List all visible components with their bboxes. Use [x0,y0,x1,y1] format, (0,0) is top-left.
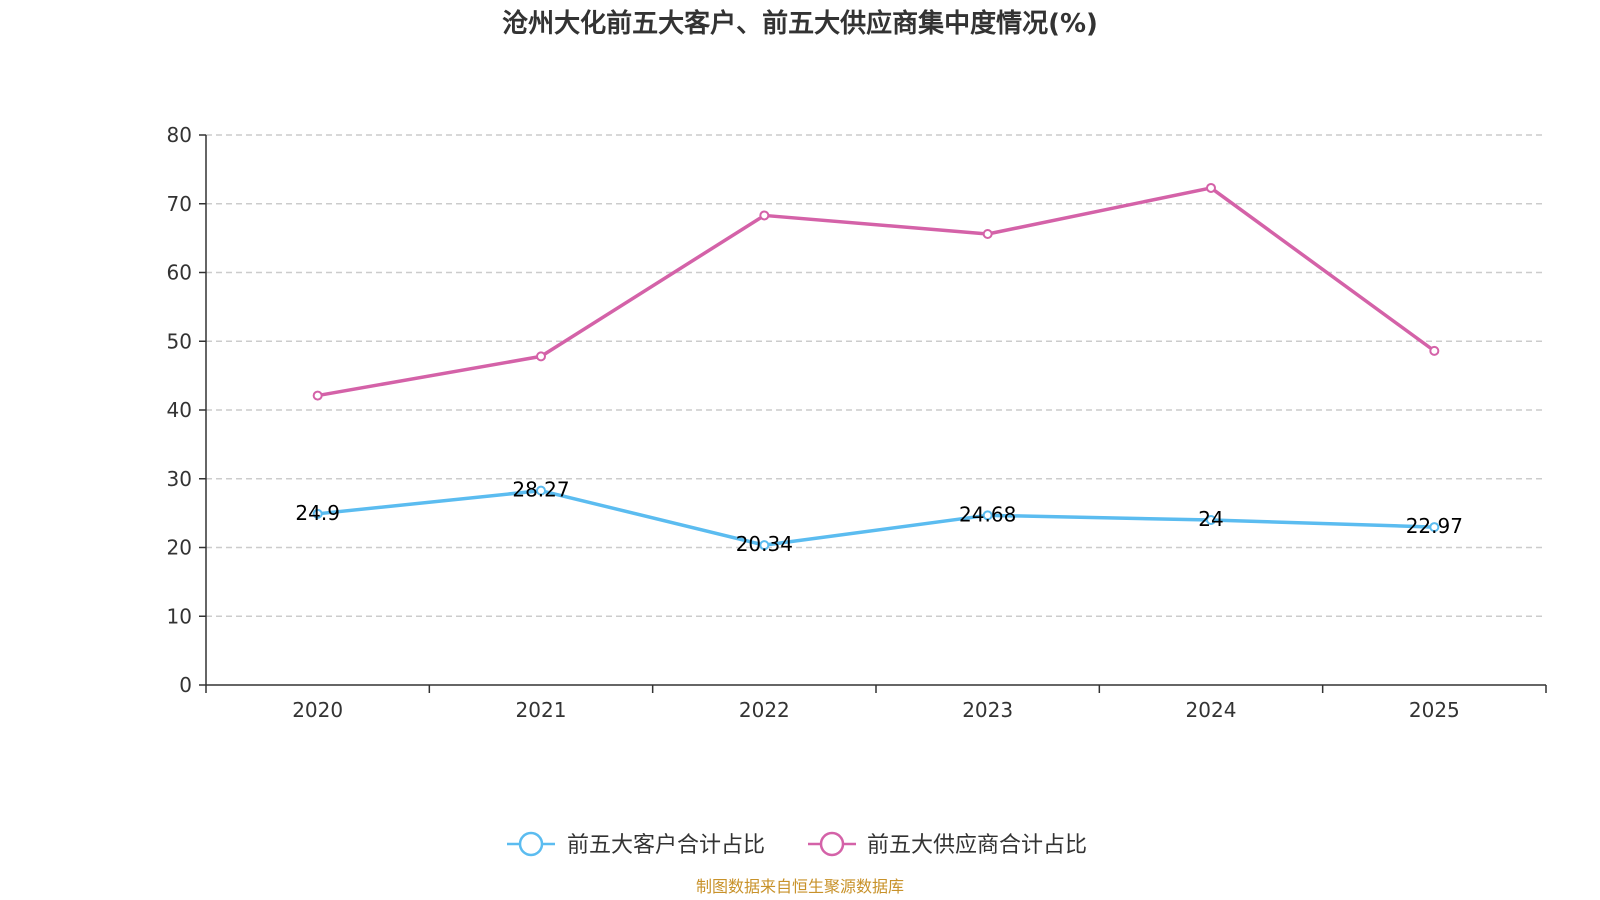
data-point-0-2021 [536,485,546,496]
x-tick-label-2021: 2021 [516,698,567,722]
legend-item-1[interactable]: 前五大供应商合计占比 [808,831,1087,858]
data-label-2024: 24 [1198,507,1223,531]
y-tick-label: 50 [167,329,192,353]
y-tick-label: 60 [167,261,192,285]
grid-lines [206,134,1546,617]
data-point-1-2022 [759,210,770,221]
data-point-1-2023 [982,229,993,239]
data-point-0-2022 [759,540,770,551]
y-tick-label: 30 [167,467,192,491]
x-tick-label-2023: 2023 [962,698,1013,722]
series-line-0 [317,488,1435,547]
y-tick-label: 70 [167,192,192,216]
data-point-0-2020 [312,508,323,519]
y-tick-label: 40 [167,398,192,422]
data-label-2020: 24.9 [295,501,340,525]
chart-title: 沧州大化前五大客户、前五大供应商集中度情况(%) [502,8,1098,39]
data-point-1-2024 [1206,182,1216,193]
data-point-0-2025 [1429,522,1440,533]
x-tick-label-2025: 2025 [1409,698,1460,722]
source-note: 制图数据来自恒生聚源数据库 [696,877,904,896]
legend-marker-1 [819,831,845,857]
data-point-0-2023 [982,510,993,521]
legend[interactable]: 前五大客户合计占比 前五大供应商合计占比 [507,831,1087,858]
axes: 0 10 20 30 40 50 60 70 80 2020 2021 2022 2023 2024 202… [167,123,1547,722]
y-tick-label: 0 [179,673,192,697]
data-label-2025: 22.97 [1406,514,1463,538]
data-point-1-2021 [536,351,546,362]
data-point-1-2020 [312,390,323,401]
x-tick-label-2022: 2022 [739,698,790,722]
legend-item-0[interactable]: 前五大客户合计占比 [507,831,765,858]
data-label-2021: 28.27 [512,478,569,502]
y-tick-label: 80 [167,123,192,147]
legend-label-0: 前五大客户合计占比 [567,833,765,858]
x-tick-label-2020: 2020 [292,698,343,722]
series-line-1 [317,186,1436,398]
y-tick-label: 20 [167,536,192,560]
data-label-2023: 24.68 [959,502,1016,526]
legend-label-1: 前五大供应商合计占比 [867,833,1087,858]
data-labels: 24.9 28.27 20.34 24.68 24 22.97 [295,478,1463,557]
y-tick-label: 10 [167,604,192,628]
data-point-0-2024 [1206,515,1216,525]
data-point-1-2025 [1429,345,1440,356]
x-tick-label-2024: 2024 [1186,698,1237,722]
series-layer [312,182,1440,551]
legend-marker-0 [518,831,544,857]
data-label-2022: 20.34 [736,532,793,556]
